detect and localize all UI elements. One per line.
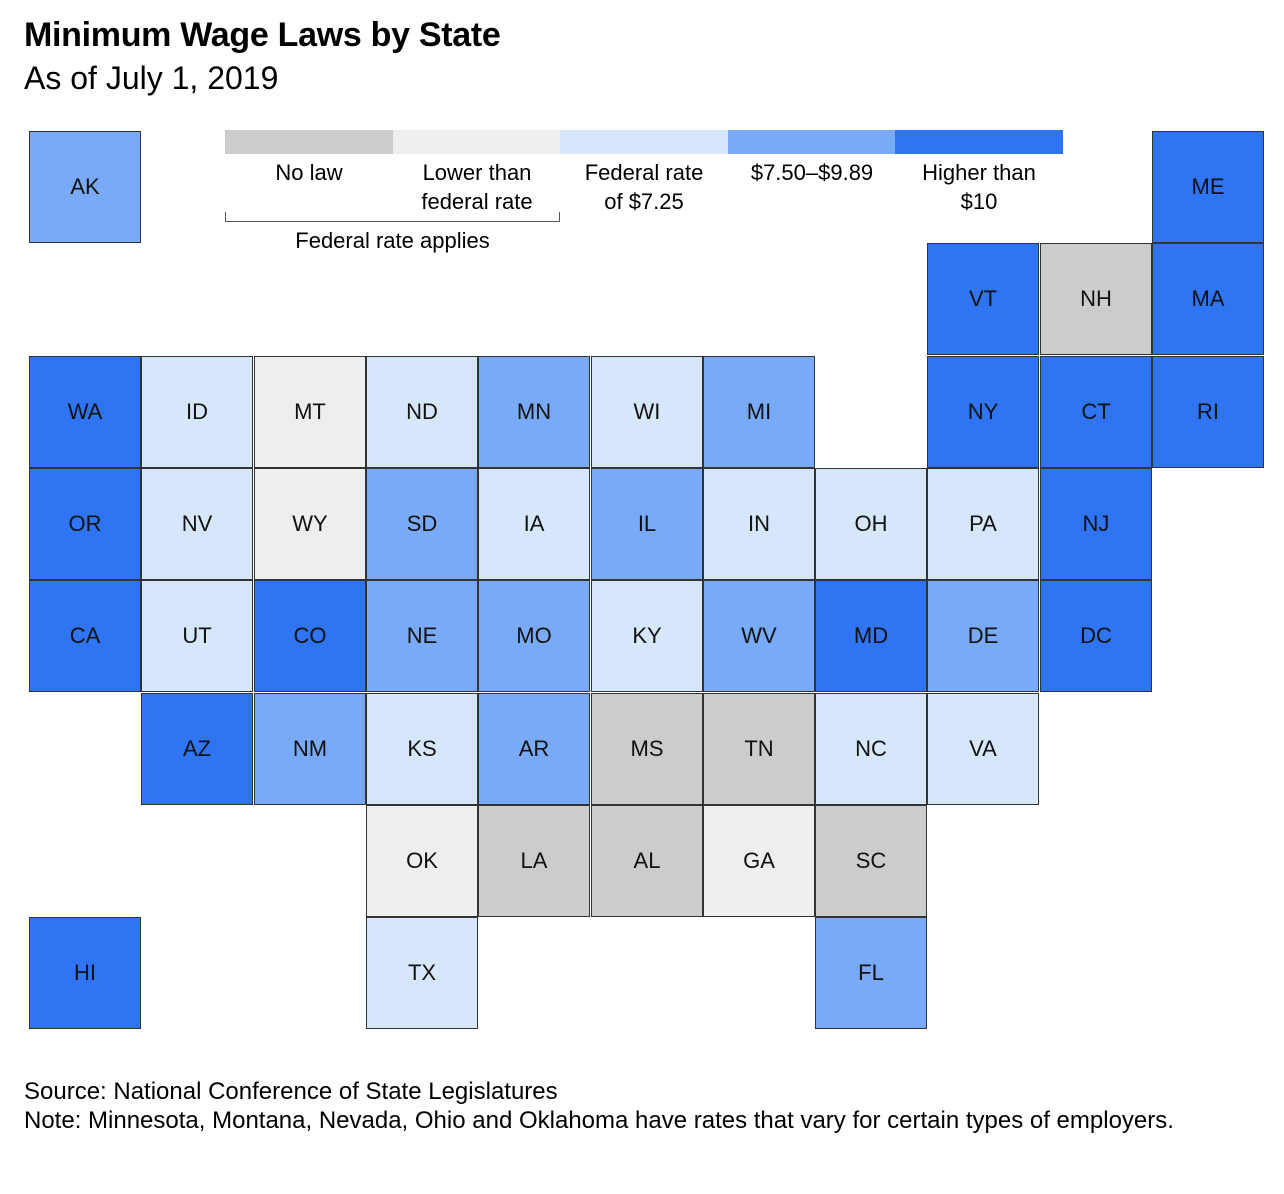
footer: Source: National Conference of State Leg… bbox=[24, 1077, 1264, 1135]
state-tile-sc: SC bbox=[815, 805, 927, 917]
state-tile-ms: MS bbox=[591, 693, 703, 805]
state-tile-sd: SD bbox=[366, 468, 478, 580]
legend-swatch-mid-rate bbox=[728, 130, 895, 154]
state-tile-ut: UT bbox=[141, 580, 253, 692]
state-tile-la: LA bbox=[478, 805, 590, 917]
source-note: Source: National Conference of State Leg… bbox=[24, 1078, 558, 1105]
state-tile-in: IN bbox=[703, 468, 815, 580]
state-tile-oh: OH bbox=[815, 468, 927, 580]
state-tile-ne: NE bbox=[366, 580, 478, 692]
state-tile-me: ME bbox=[1152, 131, 1264, 243]
chart-subtitle: As of July 1, 2019 bbox=[24, 60, 279, 96]
state-tile-ga: GA bbox=[703, 805, 815, 917]
state-tile-nd: ND bbox=[366, 356, 478, 468]
state-tile-ok: OK bbox=[366, 805, 478, 917]
state-tile-ct: CT bbox=[1040, 356, 1152, 468]
state-tile-mo: MO bbox=[478, 580, 590, 692]
state-tile-ma: MA bbox=[1152, 243, 1264, 355]
state-tile-tx: TX bbox=[366, 917, 478, 1029]
state-tile-co: CO bbox=[254, 580, 366, 692]
state-tile-id: ID bbox=[141, 356, 253, 468]
state-tile-md: MD bbox=[815, 580, 927, 692]
state-tile-or: OR bbox=[29, 468, 141, 580]
state-tile-va: VA bbox=[927, 693, 1039, 805]
legend-group-label: Federal rate applies bbox=[295, 228, 490, 253]
state-tile-tn: TN bbox=[703, 693, 815, 805]
state-tile-nj: NJ bbox=[1040, 468, 1152, 580]
state-tile-pa: PA bbox=[927, 468, 1039, 580]
state-tile-ak: AK bbox=[29, 131, 141, 243]
legend-label-lower-than-federal: Lower than federal rate bbox=[421, 160, 533, 214]
state-tile-ny: NY bbox=[927, 356, 1039, 468]
state-tile-mt: MT bbox=[254, 356, 366, 468]
legend-label-no-law: No law bbox=[275, 160, 343, 185]
legend-label-higher-than-10: Higher than $10 bbox=[922, 160, 1036, 214]
state-tile-ia: IA bbox=[478, 468, 590, 580]
state-tile-nc: NC bbox=[815, 693, 927, 805]
legend-bracket bbox=[225, 212, 560, 222]
state-tile-de: DE bbox=[927, 580, 1039, 692]
state-tile-nm: NM bbox=[254, 693, 366, 805]
chart-title: Minimum Wage Laws by State bbox=[24, 16, 501, 54]
state-tile-il: IL bbox=[591, 468, 703, 580]
state-tile-az: AZ bbox=[141, 693, 253, 805]
state-tile-ar: AR bbox=[478, 693, 590, 805]
legend-label-federal-rate: Federal rate of $7.25 bbox=[584, 160, 704, 214]
footnote: Note: Minnesota, Montana, Nevada, Ohio a… bbox=[24, 1107, 1174, 1134]
state-tile-ky: KY bbox=[591, 580, 703, 692]
legend-label-mid-rate: $7.50–$9.89 bbox=[750, 160, 874, 185]
state-tile-fl: FL bbox=[815, 917, 927, 1029]
state-tile-ca: CA bbox=[29, 580, 141, 692]
legend-swatch-lower-than-federal bbox=[393, 130, 560, 154]
state-tile-ri: RI bbox=[1152, 356, 1264, 468]
state-tile-wa: WA bbox=[29, 356, 141, 468]
legend-swatch-federal-rate bbox=[560, 130, 728, 154]
state-tile-wv: WV bbox=[703, 580, 815, 692]
state-tile-nh: NH bbox=[1040, 243, 1152, 355]
state-tile-ks: KS bbox=[366, 693, 478, 805]
state-tile-hi: HI bbox=[29, 917, 141, 1029]
state-tile-al: AL bbox=[591, 805, 703, 917]
state-tile-dc: DC bbox=[1040, 580, 1152, 692]
state-tile-wi: WI bbox=[591, 356, 703, 468]
state-tile-mi: MI bbox=[703, 356, 815, 468]
state-tile-mn: MN bbox=[478, 356, 590, 468]
legend-swatch-higher-than-10 bbox=[895, 130, 1063, 154]
state-tile-wy: WY bbox=[254, 468, 366, 580]
state-tile-vt: VT bbox=[927, 243, 1039, 355]
legend-swatch-no-law bbox=[225, 130, 393, 154]
state-tile-nv: NV bbox=[141, 468, 253, 580]
